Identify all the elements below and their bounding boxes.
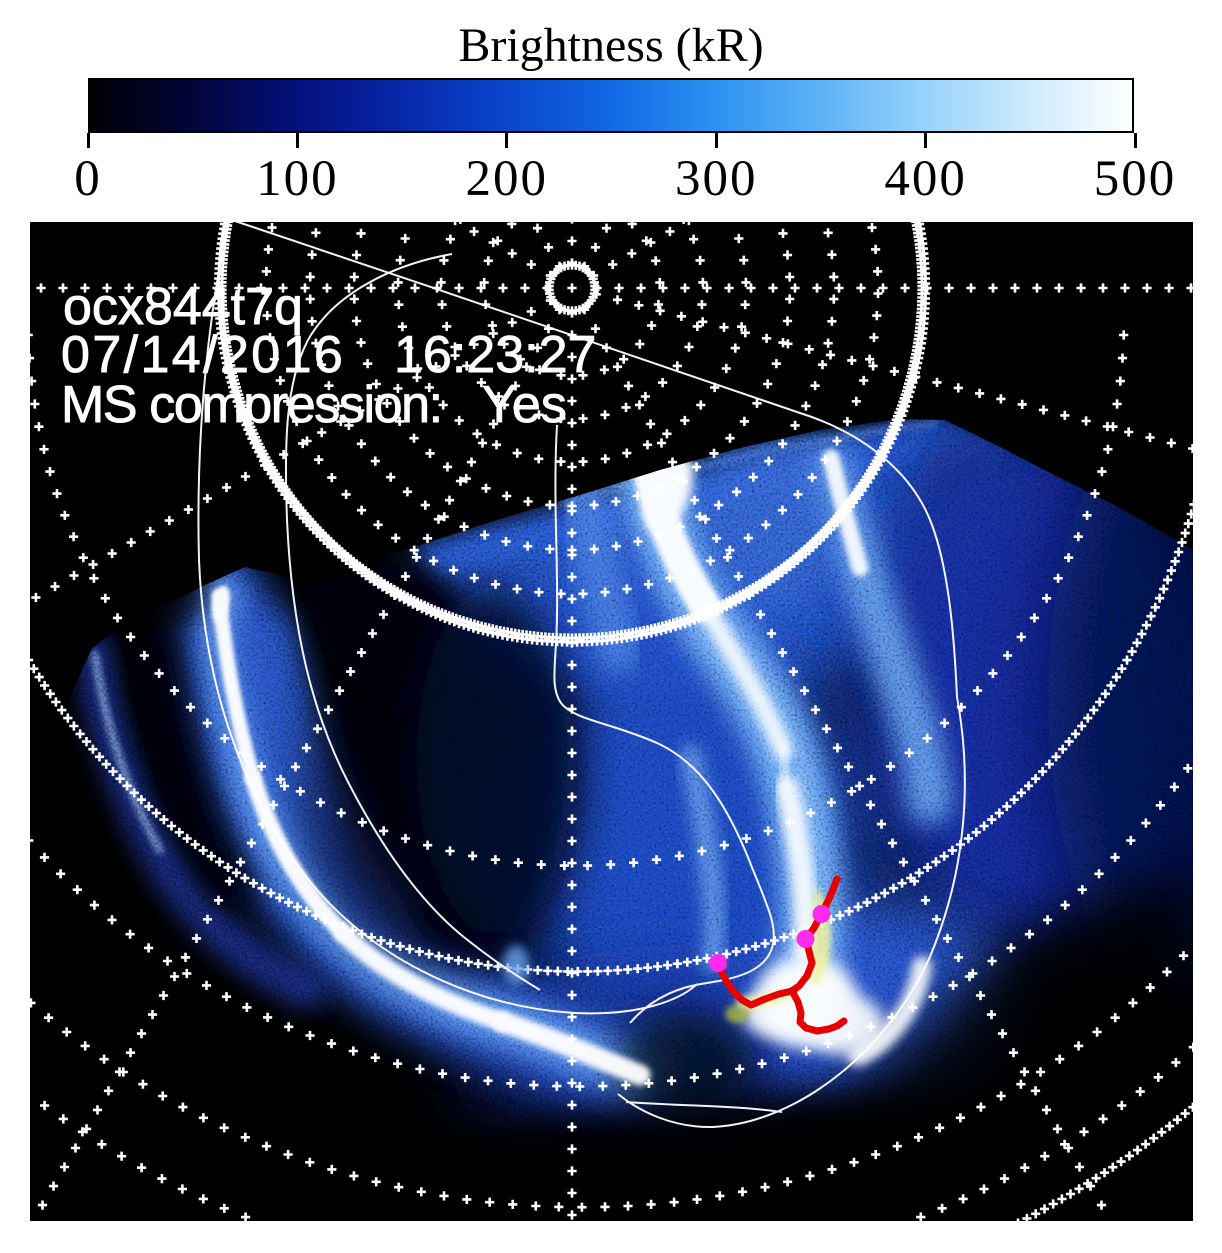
svg-text:16:23:27: 16:23:27 xyxy=(394,326,596,384)
svg-text:07/14/2016: 07/14/2016 xyxy=(61,326,345,384)
svg-text:MS compression:: MS compression: xyxy=(61,376,442,434)
svg-text:ocx844t7q: ocx844t7q xyxy=(63,278,303,336)
svg-text:Yes: Yes xyxy=(482,376,567,434)
